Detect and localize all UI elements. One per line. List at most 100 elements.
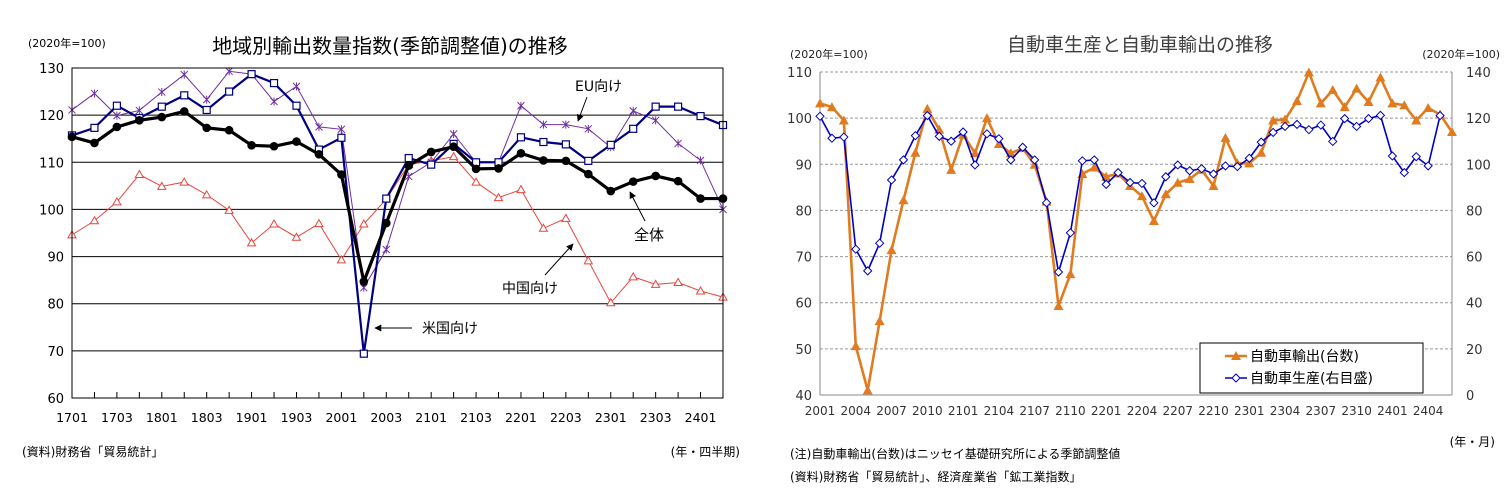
data-point-export xyxy=(886,245,897,255)
data-point-us xyxy=(202,105,211,115)
data-point-production xyxy=(1041,198,1052,208)
legend-production-diamond-icon xyxy=(1231,373,1241,383)
data-point-china xyxy=(336,254,347,264)
data-point-total xyxy=(561,156,571,166)
right-left-y-tick-label: 60 xyxy=(795,297,812,312)
left-y-tick-label: 120 xyxy=(39,109,64,124)
data-point-total xyxy=(314,149,324,159)
left-x-tick-label: 1703 xyxy=(101,410,133,425)
right-x-tick-label: 2404 xyxy=(1413,404,1444,418)
data-point-export xyxy=(1065,269,1076,279)
data-point-china xyxy=(493,192,504,202)
data-point-eu xyxy=(539,120,548,129)
data-point-total xyxy=(606,186,616,196)
right-x-tick-label: 2107 xyxy=(1019,404,1050,418)
data-point-us xyxy=(292,101,301,110)
data-point-total xyxy=(696,194,705,203)
data-point-us xyxy=(90,123,99,132)
data-point-china xyxy=(628,271,639,281)
data-point-export xyxy=(1387,98,1398,108)
right-x-tick-label: 2210 xyxy=(1198,404,1229,418)
data-point-eu xyxy=(315,122,323,131)
right-x-tick-label: 2204 xyxy=(1127,404,1158,418)
right-left-y-tick-label: 80 xyxy=(795,204,812,219)
data-point-us xyxy=(112,101,121,110)
left-x-tick-label: 1701 xyxy=(56,410,88,425)
left-y-tick-label: 110 xyxy=(39,156,64,171)
data-point-export xyxy=(1089,162,1100,172)
data-point-us xyxy=(247,70,256,79)
data-point-export xyxy=(850,341,861,351)
data-point-export xyxy=(910,147,921,157)
right-source: (資料)財務省「貿易統計」、経済産業省「鉱工業指数」 xyxy=(790,469,1081,484)
left-x-tick-label: 2203 xyxy=(550,410,582,425)
data-point-china xyxy=(134,169,145,179)
data-point-eu xyxy=(202,95,211,104)
data-point-eu xyxy=(157,88,166,97)
right-left-y-tick-label: 90 xyxy=(795,158,812,173)
data-point-total xyxy=(516,149,526,158)
data-point-production xyxy=(1232,161,1243,172)
data-point-export xyxy=(898,195,909,205)
legend-export-label: 自動車輸出(台数) xyxy=(1250,348,1359,365)
right-left-y-tick-label: 50 xyxy=(795,343,812,358)
data-point-export xyxy=(826,102,837,112)
data-point-export xyxy=(1447,126,1457,136)
right-x-tick-label: 2201 xyxy=(1091,404,1122,418)
data-point-china xyxy=(89,215,100,225)
data-point-total xyxy=(494,164,503,173)
series-line-0 xyxy=(71,109,723,288)
data-point-china xyxy=(112,196,122,206)
data-point-export xyxy=(1172,177,1183,187)
data-point-total xyxy=(381,218,391,228)
annotation-total: 全体 xyxy=(634,226,664,244)
data-point-export xyxy=(1256,147,1267,157)
data-point-production xyxy=(874,238,885,248)
data-point-production xyxy=(1292,119,1302,130)
data-point-export xyxy=(1375,72,1386,82)
data-point-total xyxy=(449,142,458,152)
right-right-y-tick-label: 100 xyxy=(1466,158,1491,173)
left-x-tick-label: 2301 xyxy=(595,410,627,425)
data-point-total xyxy=(269,141,279,151)
data-point-total xyxy=(179,107,189,116)
data-point-export xyxy=(1136,191,1147,201)
data-point-export xyxy=(1351,83,1362,93)
left-grid: 60 70 80 90 100 110 120 130 1701 1703 1801 1803 1901… xyxy=(39,62,724,425)
data-point-us xyxy=(606,140,615,149)
data-point-us xyxy=(516,133,526,142)
data-point-production xyxy=(910,130,921,141)
data-point-us xyxy=(337,133,346,142)
left-x-tick-label: 2103 xyxy=(460,410,492,425)
data-point-eu xyxy=(135,106,144,115)
data-point-us xyxy=(404,153,413,163)
data-point-export xyxy=(1423,102,1434,112)
data-point-eu xyxy=(270,97,278,106)
data-point-production xyxy=(1280,121,1290,132)
data-point-export xyxy=(862,385,873,395)
data-point-eu xyxy=(584,124,593,133)
right-x-tick-label: 2401 xyxy=(1377,404,1408,418)
left-x-tick-label: 1903 xyxy=(281,410,313,425)
annotation-total-arrow xyxy=(629,191,646,222)
right-x-tick-label: 2307 xyxy=(1306,404,1337,418)
data-point-eu xyxy=(180,70,189,79)
data-point-production xyxy=(934,131,944,142)
data-point-us xyxy=(651,102,660,111)
right-right-y-tick-label: 40 xyxy=(1466,297,1483,312)
left-y-tick-label: 90 xyxy=(47,251,64,266)
right-x-tick-label: 2104 xyxy=(984,404,1015,418)
left-y-tick-label: 70 xyxy=(47,345,64,360)
data-point-eu xyxy=(629,106,638,115)
annotation-china: 中国向け xyxy=(502,281,558,297)
left-x-tick-label: 1901 xyxy=(236,410,268,425)
data-point-production xyxy=(886,175,897,185)
data-point-production xyxy=(1029,155,1040,165)
right-series xyxy=(815,67,1457,395)
data-point-production xyxy=(827,133,837,143)
data-point-export xyxy=(874,316,885,326)
legend-box xyxy=(1199,342,1424,394)
data-point-total xyxy=(539,156,548,165)
data-point-production xyxy=(1304,124,1314,135)
data-point-production xyxy=(839,132,849,142)
